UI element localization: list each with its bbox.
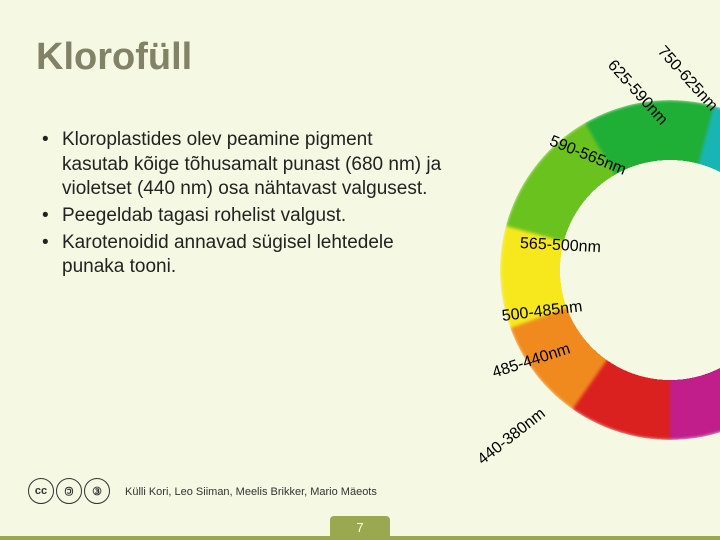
spectrum-label: 440-380nm — [474, 405, 549, 469]
spectrum-wheel: 750-625nm625-590nm590-565nm565-500nm500-… — [460, 60, 720, 480]
bullet-list: Kloroplastides olev peamine pigment kasu… — [42, 128, 442, 282]
cc-icon: cc — [28, 478, 54, 504]
page-number: 7 — [330, 516, 390, 540]
page-title: Klorofüll — [36, 36, 192, 79]
spectrum-ring — [500, 100, 720, 440]
list-item: Kloroplastides olev peamine pigment kasu… — [42, 128, 442, 202]
cc-sa-icon: ③ — [84, 478, 110, 504]
cc-by-icon: 🄯 — [56, 478, 82, 504]
list-item: Karotenoidid annavad sügisel lehtedele p… — [42, 231, 442, 280]
credits: Külli Kori, Leo Siiman, Meelis Brikker, … — [125, 486, 377, 498]
cc-license-badge: cc 🄯 ③ — [28, 478, 112, 504]
list-item: Peegeldab tagasi rohelist valgust. — [42, 204, 442, 229]
